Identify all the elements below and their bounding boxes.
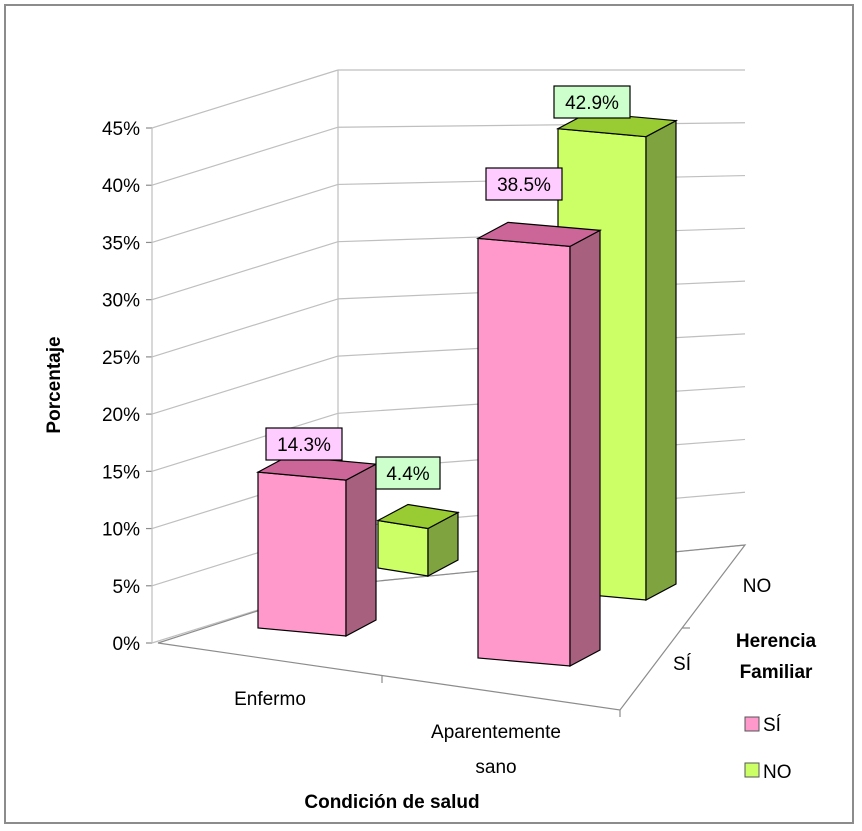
y-tick-labels: 0% 5% 10% 15% 20% 25% 30% 35% 40% 45% bbox=[102, 119, 140, 655]
y-tick-label: 25% bbox=[102, 348, 140, 369]
data-label: 42.9% bbox=[553, 85, 631, 119]
gridline-left-9 bbox=[151, 69, 339, 129]
gridline-left-5 bbox=[151, 298, 339, 358]
bar-sano-si bbox=[475, 221, 603, 667]
gridline-left-6 bbox=[151, 241, 339, 301]
gridline-back-8 bbox=[337, 122, 746, 128]
bar-sano-no-side bbox=[645, 119, 677, 601]
legend-label-si: SÍ bbox=[763, 715, 782, 736]
legend: Herencia Familiar SÍ NO bbox=[736, 631, 817, 783]
y-axis-title: Porcentaje bbox=[44, 336, 65, 433]
legend-label-no: NO bbox=[763, 762, 792, 783]
data-label-text: 14.3% bbox=[277, 435, 331, 456]
bar-enfermo-si-side bbox=[345, 463, 377, 637]
y-tick-label: 5% bbox=[113, 577, 141, 598]
x-axis-title: Condición de salud bbox=[304, 792, 479, 813]
data-label: 38.5% bbox=[485, 167, 563, 201]
y-tick-label: 0% bbox=[113, 634, 141, 655]
category-label-enfermo: Enfermo bbox=[234, 689, 306, 710]
y-tick-label: 45% bbox=[102, 119, 140, 140]
y-tick-label: 20% bbox=[102, 405, 140, 426]
category-label-aparentemente: Aparentemente bbox=[431, 722, 561, 743]
bar-enfermo-no bbox=[376, 503, 460, 577]
bar-sano-si-top bbox=[475, 221, 603, 247]
y-tick-label: 15% bbox=[102, 462, 140, 483]
y-tick-label: 30% bbox=[102, 291, 140, 312]
bar-enfermo-no-front bbox=[377, 519, 429, 577]
legend-swatch-no bbox=[744, 762, 760, 778]
category-label-sano: sano bbox=[475, 757, 516, 778]
depth-tick-labels: SÍ NO bbox=[673, 576, 771, 675]
y-tick-label: 40% bbox=[102, 176, 140, 197]
depth-label-no: NO bbox=[743, 576, 772, 597]
legend-swatch-si bbox=[744, 716, 760, 732]
bars bbox=[255, 112, 679, 667]
depth-label-si: SÍ bbox=[673, 654, 692, 675]
chart-frame bbox=[4, 4, 854, 824]
gridline-left-3 bbox=[151, 412, 339, 472]
bar-sano-si-front bbox=[477, 237, 571, 667]
data-label-box bbox=[553, 85, 631, 119]
bar-enfermo-si-front bbox=[257, 471, 347, 637]
data-labels: 14.3% 4.4% 38.5% 42.9% bbox=[265, 85, 631, 490]
gridline-left-8 bbox=[151, 126, 339, 186]
legend-title-line-2: Familiar bbox=[740, 662, 813, 683]
bar-sano-si-side bbox=[569, 229, 601, 667]
gridline-left-4 bbox=[151, 355, 339, 415]
y-tick-label: 35% bbox=[102, 233, 140, 254]
data-label-box bbox=[485, 167, 563, 201]
gridline-left-7 bbox=[151, 183, 339, 244]
data-label-text: 38.5% bbox=[497, 175, 551, 196]
category-labels: Enfermo Aparentemente sano bbox=[234, 689, 561, 778]
data-label-box bbox=[265, 427, 343, 461]
data-label-box bbox=[375, 456, 441, 490]
legend-title-line-1: Herencia bbox=[736, 631, 817, 652]
data-label-text: 4.4% bbox=[386, 464, 429, 485]
data-label: 14.3% bbox=[265, 427, 343, 461]
bar-enfermo-no-top bbox=[376, 503, 460, 530]
data-label-text: 42.9% bbox=[565, 93, 619, 114]
bar-enfermo-si bbox=[255, 455, 379, 637]
y-tick-label: 10% bbox=[102, 520, 140, 541]
data-label: 4.4% bbox=[375, 456, 441, 490]
